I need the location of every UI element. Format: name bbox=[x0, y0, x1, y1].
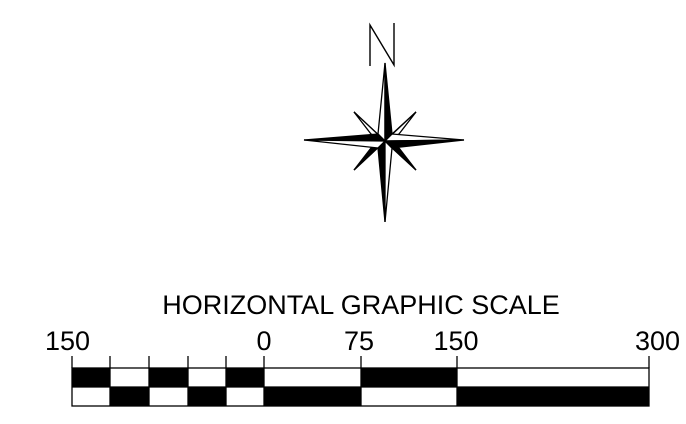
scale-segment bbox=[361, 368, 457, 387]
scale-tick-label: 0 bbox=[256, 326, 271, 356]
scale-tick-label: 75 bbox=[344, 326, 374, 356]
scale-tick-labels: 150 0 75 150 300 bbox=[45, 326, 680, 356]
scale-title: HORIZONTAL GRAPHIC SCALE bbox=[162, 290, 560, 320]
scale-segment bbox=[457, 387, 649, 406]
scale-segment bbox=[188, 368, 226, 387]
scale-segment bbox=[226, 387, 264, 406]
scale-segment bbox=[110, 387, 149, 406]
scale-segment bbox=[457, 368, 649, 387]
north-letter-n-icon bbox=[369, 22, 395, 68]
scale-bar bbox=[71, 356, 650, 407]
north-arrow bbox=[303, 22, 465, 223]
scale-tick-label: 300 bbox=[635, 326, 680, 356]
scale-tick-label: 150 bbox=[433, 326, 478, 356]
scale-segment bbox=[149, 368, 188, 387]
scale-segment bbox=[72, 368, 110, 387]
scale-segment bbox=[149, 387, 188, 406]
scale-segment bbox=[72, 387, 110, 406]
scale-segment bbox=[110, 368, 149, 387]
graphic-scale: HORIZONTAL GRAPHIC SCALE 150 0 75 150 30… bbox=[45, 290, 680, 407]
scale-segment bbox=[361, 387, 457, 406]
scale-tick-label: 150 bbox=[45, 326, 90, 356]
scale-segment bbox=[264, 387, 361, 406]
scale-segment bbox=[264, 368, 361, 387]
compass-rose-icon bbox=[303, 62, 465, 223]
scale-ticks bbox=[71, 356, 650, 368]
scale-segment bbox=[226, 368, 264, 387]
scale-segment bbox=[188, 387, 226, 406]
